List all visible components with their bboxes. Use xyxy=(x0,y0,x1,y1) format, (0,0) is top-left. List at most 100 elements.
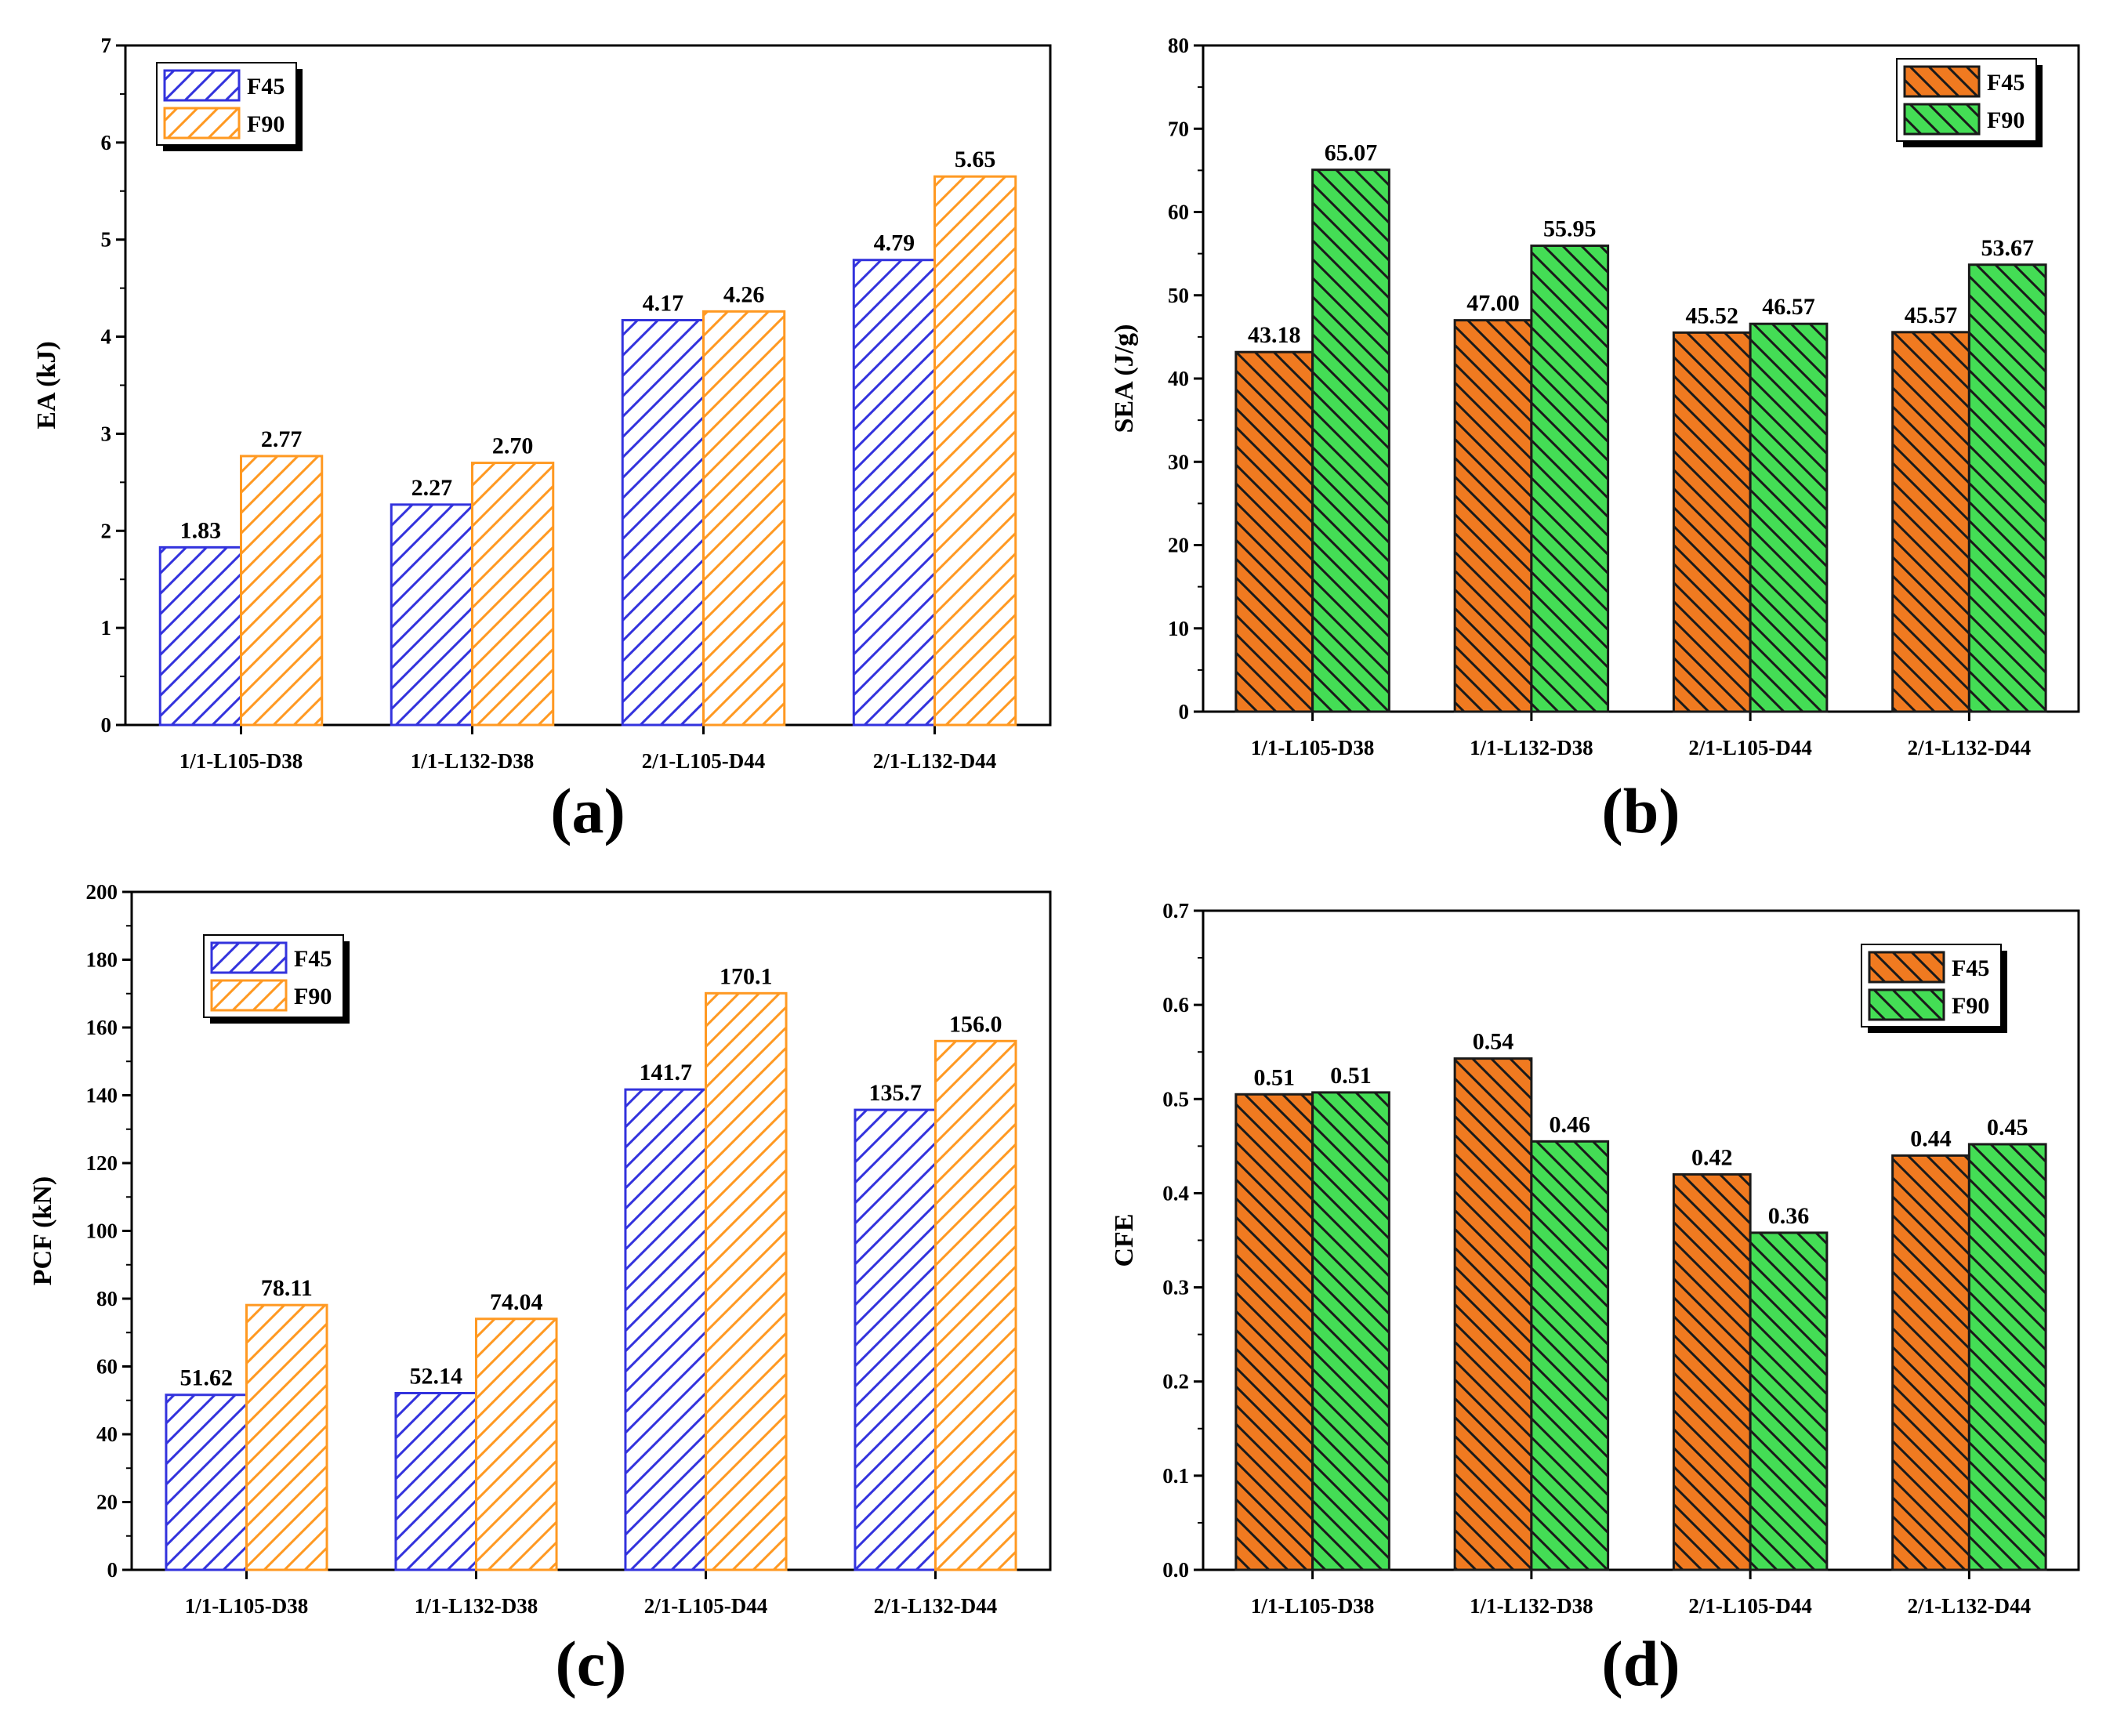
bar-f90 xyxy=(240,455,324,727)
bar-f90 xyxy=(1530,1140,1610,1571)
x-tick-label: 2/1-L105-D44 xyxy=(642,749,766,773)
panel-c-chart: 0 20 40 60 80 100 120 140 160 180 200 PCF (kN) 1/1-L… xyxy=(28,880,1052,1699)
legend-label: F45 xyxy=(247,74,285,100)
bar-value-label: 53.67 xyxy=(1981,235,2034,261)
bar-value-label: 65.07 xyxy=(1325,140,1378,166)
bar-value-label: 4.79 xyxy=(874,230,915,256)
bar-value-label: 0.51 xyxy=(1254,1064,1296,1090)
panel-label: (d) xyxy=(1601,1628,1680,1699)
legend-label: F45 xyxy=(294,946,332,972)
y-tick-label: 30 xyxy=(1168,450,1189,473)
x-tick-label: 2/1-L132-D44 xyxy=(874,1594,998,1618)
bar-value-label: 45.52 xyxy=(1686,303,1739,328)
y-tick-label: 80 xyxy=(1168,34,1189,57)
legend-swatch-f90 xyxy=(1868,988,1945,1021)
bar-f90 xyxy=(702,310,786,727)
y-tick-label: 40 xyxy=(96,1423,118,1446)
x-tick-label: 2/1-L132-D44 xyxy=(1908,1594,2032,1618)
legend-swatch-f45 xyxy=(163,69,241,102)
bar-f45 xyxy=(1672,331,1752,713)
bar-value-label: 1.83 xyxy=(180,517,222,543)
bar-value-label: 51.62 xyxy=(179,1365,233,1391)
panel-b-chart: 0 10 20 30 40 50 60 70 80 SEA (J/g) 1/1-L105-D38 43… xyxy=(1110,34,2080,846)
bar-f45 xyxy=(1234,1093,1314,1571)
bar-value-label: 2.27 xyxy=(411,475,453,501)
bar-f45 xyxy=(854,1108,937,1571)
bar-f45 xyxy=(1453,1057,1533,1571)
x-tick-label: 1/1-L105-D38 xyxy=(179,749,303,773)
panel-a-chart: 0 1 2 3 4 5 6 7 EA (kJ) 1/1-L105-D38 1.83 2.77 1/1-L… xyxy=(32,34,1052,846)
bar-value-label: 170.1 xyxy=(720,963,773,989)
y-tick-label: 0.2 xyxy=(1162,1370,1189,1394)
bar-f90 xyxy=(471,462,555,727)
y-tick-label: 140 xyxy=(86,1084,118,1107)
bar-f45 xyxy=(852,259,936,727)
legend-label: F90 xyxy=(294,984,332,1009)
x-tick-label: 1/1-L132-D38 xyxy=(1470,1594,1593,1618)
y-tick-label: 2 xyxy=(101,519,112,542)
y-tick-label: 160 xyxy=(86,1016,118,1039)
bar-value-label: 156.0 xyxy=(949,1011,1002,1037)
bar-value-label: 43.18 xyxy=(1248,322,1301,348)
y-tick-label: 1 xyxy=(101,616,112,640)
bar-f90 xyxy=(1311,1091,1390,1571)
bar-f45 xyxy=(1891,331,1970,713)
y-tick-label: 3 xyxy=(101,422,112,445)
legend-swatch-f90 xyxy=(163,107,241,140)
bar-value-label: 135.7 xyxy=(868,1080,922,1106)
bar-f90 xyxy=(934,1039,1017,1571)
y-tick-label: 50 xyxy=(1168,284,1189,307)
legend-swatch-f90 xyxy=(1903,103,1981,136)
x-tick-label: 2/1-L132-D44 xyxy=(873,749,997,773)
panel-label: (b) xyxy=(1601,775,1680,846)
bar-value-label: 2.70 xyxy=(492,433,534,459)
y-tick-label: 100 xyxy=(86,1220,118,1243)
bar-f90 xyxy=(1967,1143,2047,1571)
y-axis-title: PCF (kN) xyxy=(28,1176,57,1285)
legend-swatch-f90 xyxy=(210,979,288,1012)
bar-value-label: 0.46 xyxy=(1549,1111,1590,1137)
x-tick-label: 2/1-L105-D44 xyxy=(1688,736,1812,759)
bar-value-label: 45.57 xyxy=(1905,303,1958,328)
y-tick-label: 180 xyxy=(86,948,118,972)
bar-f90 xyxy=(1530,245,1610,713)
panel-label: (c) xyxy=(555,1628,626,1699)
x-tick-label: 1/1-L105-D38 xyxy=(185,1594,309,1618)
y-tick-label: 0 xyxy=(101,713,112,737)
y-tick-label: 7 xyxy=(101,34,112,57)
bar-value-label: 0.45 xyxy=(1987,1114,2028,1140)
bar-f45 xyxy=(390,503,473,727)
x-tick-label: 2/1-L105-D44 xyxy=(1688,1594,1812,1618)
x-tick-label: 2/1-L105-D44 xyxy=(644,1594,768,1618)
x-tick-label: 1/1-L132-D38 xyxy=(415,1594,538,1618)
legend-swatch-f45 xyxy=(1868,951,1945,984)
y-tick-label: 0.3 xyxy=(1162,1276,1189,1299)
y-tick-label: 80 xyxy=(96,1287,118,1310)
bar-value-label: 55.95 xyxy=(1543,216,1597,242)
bar-f90 xyxy=(1749,1231,1829,1571)
bar-f45 xyxy=(1672,1172,1752,1571)
y-tick-label: 0.1 xyxy=(1162,1464,1189,1488)
panel-d-chart: 0.0 0.1 0.2 0.3 0.4 0.5 0.6 0.7 CFE 1/1-L105-D38 0… xyxy=(1110,899,2080,1699)
bar-f45 xyxy=(394,1391,478,1571)
y-tick-label: 4 xyxy=(101,325,112,349)
y-tick-label: 0.7 xyxy=(1162,899,1189,922)
panel-label: (a) xyxy=(550,775,625,846)
y-tick-label: 0.4 xyxy=(1162,1181,1189,1205)
y-axis-title: EA (kJ) xyxy=(32,341,61,429)
bar-f45 xyxy=(1453,319,1533,713)
bar-f90 xyxy=(245,1303,328,1571)
bar-value-label: 78.11 xyxy=(261,1275,313,1301)
y-tick-label: 0.0 xyxy=(1162,1558,1189,1582)
x-tick-label: 1/1-L132-D38 xyxy=(411,749,535,773)
y-tick-label: 20 xyxy=(1168,534,1189,557)
bar-value-label: 2.77 xyxy=(261,426,303,452)
bar-value-label: 0.36 xyxy=(1768,1203,1810,1229)
bar-f90 xyxy=(475,1317,558,1571)
x-tick-label: 1/1-L132-D38 xyxy=(1470,736,1593,759)
y-tick-label: 40 xyxy=(1168,367,1189,390)
bar-f90 xyxy=(1749,322,1829,713)
x-tick-label: 1/1-L105-D38 xyxy=(1251,1594,1375,1618)
x-tick-label: 1/1-L105-D38 xyxy=(1251,736,1375,759)
